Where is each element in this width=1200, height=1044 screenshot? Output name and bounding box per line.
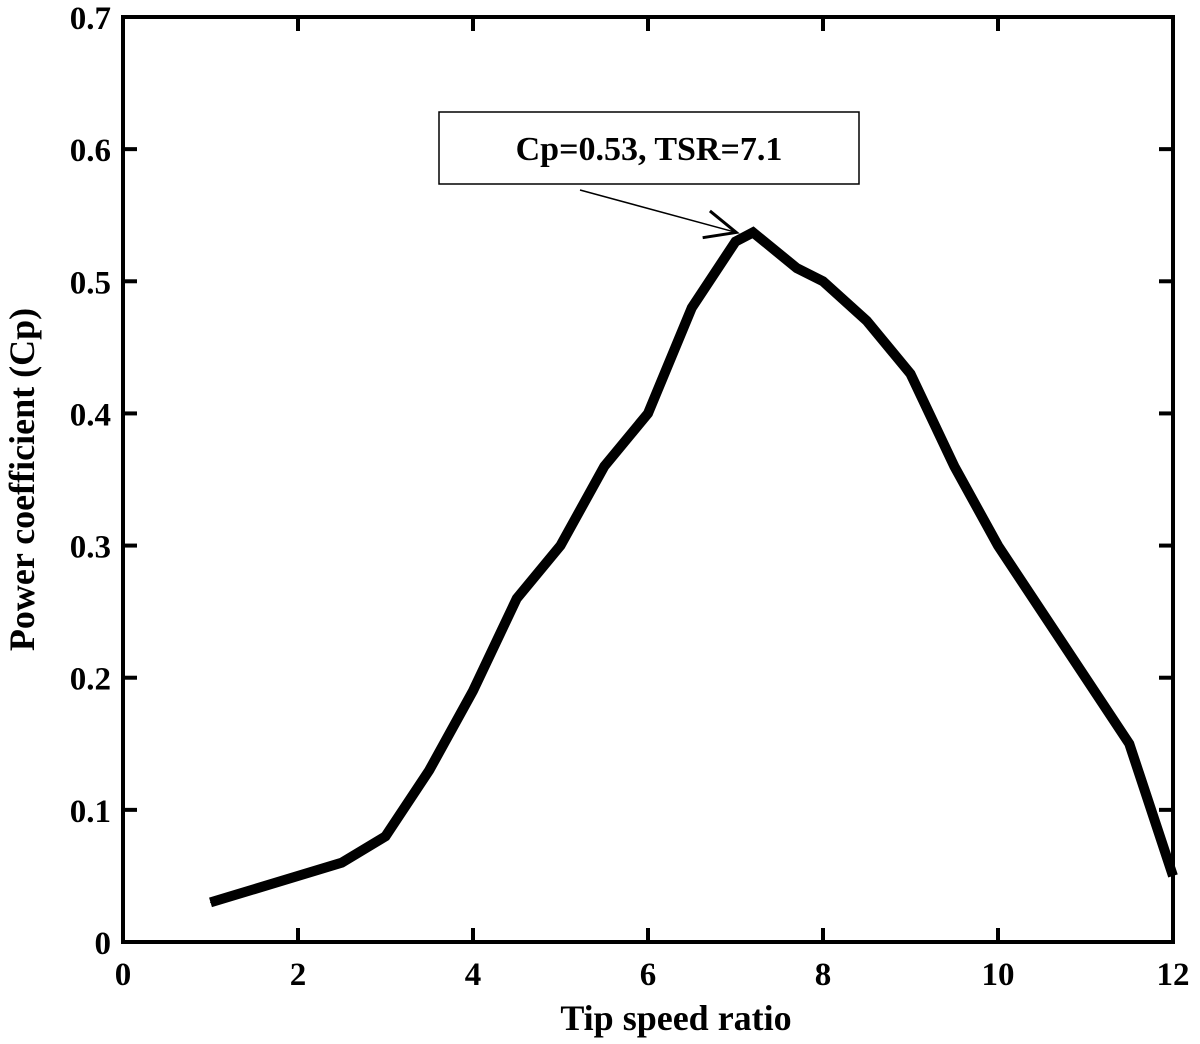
x-tick-label: 0 <box>115 957 132 993</box>
annotation-box <box>438 111 860 185</box>
y-tick-label: 0.7 <box>70 1 111 37</box>
data-point <box>910 373 911 375</box>
data-point <box>953 465 955 467</box>
data-point <box>341 862 343 864</box>
data-point <box>210 901 211 903</box>
annotation-arrow <box>579 189 737 234</box>
y-axis-title: Power coefficient (Cp) <box>2 308 42 651</box>
y-tick-label: 0.3 <box>70 530 111 566</box>
data-point <box>560 545 561 547</box>
x-tick-label: 6 <box>640 957 657 993</box>
y-tick-label: 0.6 <box>70 133 111 169</box>
y-tick-label: 0.5 <box>70 265 111 301</box>
x-tick-label: 8 <box>815 957 832 993</box>
data-point <box>822 280 824 282</box>
data-point <box>1128 743 1130 745</box>
data-point <box>997 545 999 547</box>
annotation-arrowhead <box>702 209 740 240</box>
annotation-label: Cp=0.53, TSR=7.1 <box>516 131 783 168</box>
series-line <box>209 226 1178 908</box>
x-tick-label: 12 <box>1157 957 1190 993</box>
data-point <box>647 412 649 414</box>
data-point <box>428 769 430 771</box>
data-point <box>603 465 605 467</box>
y-tick-label: 0.1 <box>70 794 111 830</box>
x-tick-label: 2 <box>290 957 307 993</box>
tick-labels: 0 2 4 6 8 10 12 0 0.1 0.2 0.3 0.4 0.5 0.6 0.7 <box>70 1 1190 993</box>
data-point <box>516 597 518 599</box>
data-point <box>735 241 736 243</box>
data-point <box>796 267 798 269</box>
data-point <box>385 835 386 837</box>
y-tick-label: 0 <box>95 926 112 962</box>
series-layer <box>209 226 1178 908</box>
y-tick-label: 0.2 <box>70 662 111 698</box>
annotation: Cp=0.53, TSR=7.1 <box>438 111 860 240</box>
x-axis-title: Tip speed ratio <box>560 998 791 1038</box>
data-point <box>691 307 693 309</box>
axes-frame <box>121 15 1175 944</box>
x-tick-label: 4 <box>465 957 482 993</box>
x-tick-label: 10 <box>982 957 1015 993</box>
data-point <box>472 690 474 692</box>
y-tick-label: 0.4 <box>70 397 111 433</box>
data-point <box>752 231 754 233</box>
data-point <box>866 320 868 322</box>
